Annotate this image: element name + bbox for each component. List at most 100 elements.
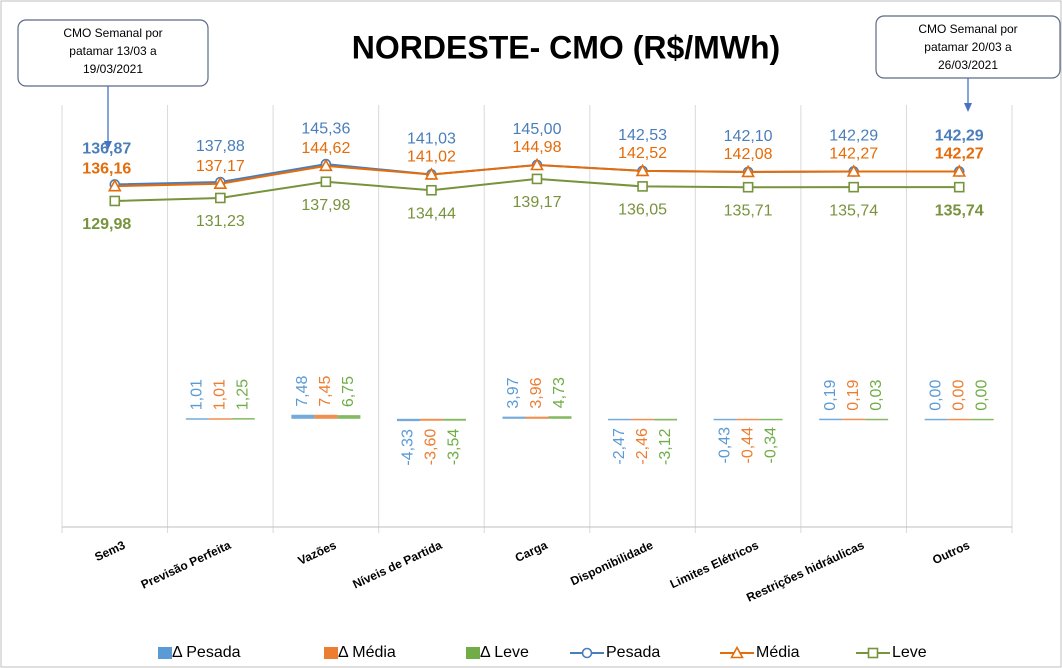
- line-value-label: 135,71: [724, 202, 773, 219]
- line-marker: [741, 164, 755, 178]
- legend-label: Δ Média: [338, 644, 396, 661]
- legend-swatch: [158, 647, 172, 659]
- bar-value-label: -2,46: [634, 428, 651, 465]
- line-value-label: 142,29: [829, 128, 878, 145]
- line-value-label: 141,03: [407, 131, 456, 148]
- line-value-label: 142,27: [829, 146, 878, 163]
- bar: [525, 416, 549, 419]
- legend-marker: [867, 647, 879, 659]
- legend-label: Pesada: [606, 644, 660, 661]
- line-value-label: 131,23: [196, 213, 245, 230]
- bar: [291, 414, 315, 419]
- bar-value-label: 3,96: [528, 377, 545, 408]
- bar: [608, 418, 632, 421]
- bar: [396, 418, 420, 422]
- line-value-label: 142,27: [935, 146, 984, 163]
- bar: [208, 418, 232, 420]
- line-value-label: 144,98: [513, 139, 562, 156]
- bar: [337, 415, 361, 419]
- line-value-label: 136,16: [82, 160, 131, 177]
- bar-value-label: -0,44: [739, 427, 756, 464]
- callout-text: patamar 13/03 a: [69, 44, 157, 58]
- bar: [502, 416, 526, 419]
- bar: [631, 418, 655, 421]
- bar-value-label: 3,97: [505, 377, 522, 408]
- line-value-label: 145,36: [301, 120, 350, 137]
- bar-value-label: 7,45: [317, 376, 334, 407]
- bar: [947, 418, 971, 421]
- callout-text: 19/03/2021: [83, 62, 143, 76]
- callout-arrowhead: [964, 103, 972, 112]
- bar: [970, 418, 994, 421]
- bar-value-label: -4,33: [400, 429, 417, 466]
- line-marker: [424, 167, 439, 180]
- bar-value-label: 0,03: [868, 380, 885, 411]
- legend-marker: [730, 645, 744, 659]
- line-marker: [107, 178, 122, 192]
- bar-value-label: 1,25: [235, 379, 252, 410]
- line-value-label: 144,62: [301, 140, 350, 157]
- bar-value-label: 7,48: [294, 376, 311, 407]
- bar-value-label: -2,47: [611, 428, 628, 465]
- bar-value-label: 0,00: [973, 380, 990, 411]
- bar-value-label: 0,00: [950, 380, 967, 411]
- line-value-label: 136,87: [82, 141, 131, 158]
- legend-marker: [581, 647, 593, 659]
- line-marker: [530, 157, 544, 171]
- line-value-label: 142,08: [724, 146, 773, 163]
- bar-value-label: -0,34: [762, 427, 779, 464]
- line-value-label: 137,98: [301, 197, 350, 214]
- line-marker: [320, 176, 332, 188]
- bar-value-label: -3,60: [423, 429, 440, 466]
- line-value-label: 142,53: [618, 127, 667, 144]
- line-value-label: 136,05: [618, 202, 667, 219]
- chart-title: NORDESTE- CMO (R$/MWh): [352, 29, 780, 65]
- legend-swatch: [466, 647, 480, 659]
- bar-value-label: 6,75: [340, 376, 357, 407]
- line-value-label: 141,02: [407, 149, 456, 166]
- callout-text: CMO Semanal por: [918, 22, 1017, 36]
- bar-value-label: -0,43: [716, 427, 733, 464]
- bar: [185, 418, 209, 420]
- bar: [842, 418, 866, 421]
- bar: [231, 418, 255, 420]
- line-marker: [531, 173, 543, 185]
- line-marker: [742, 181, 754, 193]
- bar: [442, 418, 466, 421]
- bar: [548, 416, 572, 419]
- bar: [819, 418, 843, 421]
- line-marker: [319, 158, 333, 172]
- legend-label: Leve: [892, 644, 927, 661]
- bar: [654, 418, 678, 421]
- bar-value-label: 0,19: [845, 379, 862, 410]
- callout-arrowhead: [104, 141, 112, 150]
- callout-text: 26/03/2021: [938, 58, 998, 72]
- line-marker: [848, 181, 859, 193]
- bar: [759, 418, 783, 421]
- bar-value-label: 1,01: [212, 379, 229, 410]
- line-value-label: 142,29: [935, 128, 984, 145]
- legend-label: Δ Leve: [480, 644, 529, 661]
- line-value-label: 142,52: [618, 145, 667, 162]
- line-value-label: 135,74: [935, 202, 984, 219]
- line-value-label: 135,74: [829, 202, 878, 219]
- bar: [419, 418, 443, 421]
- bar: [736, 418, 760, 421]
- callout-text: CMO Semanal por: [63, 26, 162, 40]
- line-marker: [637, 181, 648, 192]
- line-value-label: 145,00: [513, 121, 562, 138]
- line-marker: [426, 184, 437, 196]
- bar-value-label: 1,01: [189, 379, 206, 410]
- bar-value-label: -3,54: [446, 429, 463, 466]
- bar: [713, 418, 737, 421]
- bar: [924, 418, 948, 421]
- line-value-label: 137,17: [196, 158, 245, 175]
- line-marker: [213, 176, 228, 190]
- line-marker: [953, 181, 965, 193]
- callout-box: [17, 19, 209, 87]
- bar-value-label: 0,00: [927, 380, 944, 411]
- line-value-label: 134,44: [407, 205, 456, 222]
- line-value-label: 137,88: [196, 138, 245, 155]
- line-marker: [109, 195, 121, 207]
